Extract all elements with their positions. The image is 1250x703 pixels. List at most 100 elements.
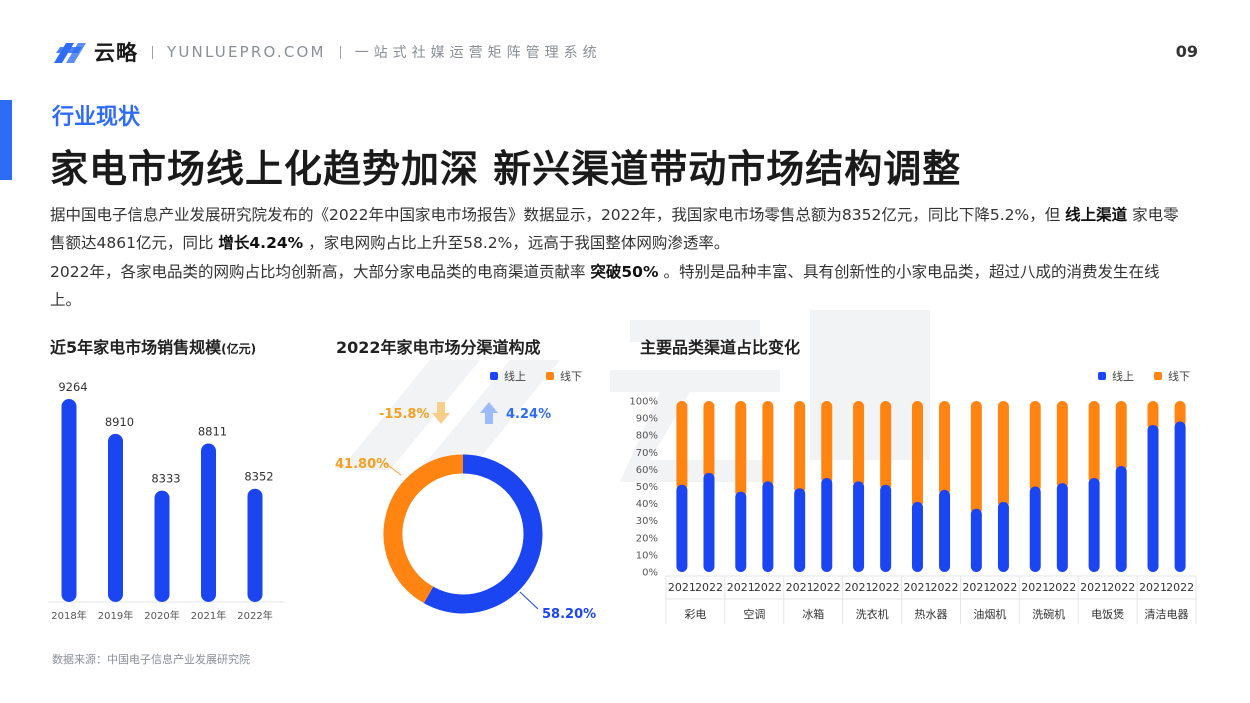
chart1-title: 近5年家电市场销售规模(亿元) [50, 334, 256, 358]
para1-bold-1: 线上渠道 [1065, 206, 1128, 224]
chart3-bar-online [970, 508, 982, 572]
chart1-unit: (亿元) [221, 342, 257, 356]
chart3-bar-online [997, 501, 1009, 572]
chart3-bar-offline [1088, 401, 1100, 484]
legend-swatch-online [490, 372, 498, 380]
chart3-category-label: 油烟机 [973, 607, 1006, 621]
chart3-bar-online [735, 491, 747, 572]
chart3-year-label: 2022 [695, 581, 723, 594]
chart1-bar [61, 399, 77, 602]
chart2-legend: 线上 线下 [470, 368, 582, 384]
chart3-bar-online [911, 501, 923, 572]
intro-paragraph-1: 据中国电子信息产业发展研究院发布的《2022年中国家电市场报告》数据显示，202… [50, 201, 1190, 257]
chart3-year-label: 2022 [872, 581, 900, 594]
legend-offline-label: 线下 [1168, 370, 1190, 383]
chart3-year-label: 2022 [813, 581, 841, 594]
chart3-category-channel-share: 100%90%80%70%60%50%40%30%20%10%0%2021 202… [629, 397, 1197, 624]
chart1-category-label: 2020年 [144, 609, 179, 622]
donut-slice-online [423, 454, 543, 614]
chart3-bar-online [1056, 483, 1068, 572]
chart3-bar-online [1147, 424, 1159, 572]
chart3-year-label: 2021 [1080, 581, 1108, 594]
chart2-channel-donut: 58.20% 41.80% -15.8% 4.24% [335, 402, 596, 622]
chart3-category-label: 空调 [743, 607, 765, 621]
para2-text-2: 。特别是品种丰富、具有创新性的小家电品类，超过八成的消费发生在线上。 [50, 263, 1160, 309]
chart3-category-label: 洗衣机 [856, 607, 889, 621]
chart3-bar-online [676, 484, 688, 572]
chart3-bar-offline [997, 401, 1009, 508]
chart3-bar-offline [939, 401, 951, 496]
chart3-bar-offline [880, 401, 892, 491]
chart3-y-tick: 20% [636, 533, 658, 544]
chart3-y-tick: 80% [636, 431, 658, 442]
chart3-year-label: 2021 [727, 581, 755, 594]
chart3-category-label: 清洁电器 [1145, 608, 1189, 621]
chart3-year-label: 2021 [1021, 581, 1049, 594]
chart3-bar-offline [970, 401, 982, 515]
annotation-offline-change: -15.8% [379, 407, 430, 422]
chart3-category-label: 洗碗机 [1032, 607, 1065, 621]
para1-bold-2: 增长4.24% [218, 234, 304, 252]
chart3-bar-offline [735, 401, 747, 498]
chart3-y-tick: 50% [636, 482, 658, 493]
chart1-category-label: 2019年 [98, 609, 133, 622]
chart3-bar-online [1115, 465, 1127, 572]
chart3-bar-offline [676, 401, 688, 491]
para1-text-1: 据中国电子信息产业发展研究院发布的《2022年中国家电市场报告》数据显示，202… [50, 206, 1061, 224]
chart3-bar-offline [1029, 401, 1041, 493]
chart1-value-label: 8910 [105, 415, 134, 429]
chart3-year-label: 2021 [962, 581, 990, 594]
arrow-up-icon [480, 402, 498, 424]
chart3-bar-online [703, 472, 715, 572]
chart3-year-label: 2021 [903, 581, 931, 594]
chart3-bar-online [794, 488, 806, 572]
para2-bold-1: 突破50% [590, 263, 659, 281]
chart1-value-label: 8352 [244, 470, 273, 484]
chart1-bar [201, 443, 216, 602]
chart3-bar-online [880, 484, 892, 572]
brand-slogan: 一站式社媒运营矩阵管理系统 [354, 45, 602, 61]
chart3-y-tick: 10% [636, 550, 658, 561]
chart3-year-label: 2022 [1107, 581, 1135, 594]
chart3-category-label: 热水器 [915, 608, 948, 621]
chart3-bar-offline [794, 401, 806, 495]
chart3-year-label: 2022 [1166, 581, 1194, 594]
donut-leader-online [519, 591, 539, 610]
chart1-category-label: 2022年 [237, 609, 272, 622]
annotation-online-change: 4.24% [506, 407, 551, 422]
page-number: 09 [1175, 42, 1198, 61]
chart3-bar-online [1174, 421, 1186, 572]
section-label: 行业现状 [52, 105, 141, 130]
legend-offline: 线下 [546, 368, 582, 384]
legend-online: 线上 [490, 368, 526, 384]
chart3-title: 主要品类渠道占比变化 [640, 338, 801, 357]
legend-offline-label: 线下 [560, 370, 582, 383]
legend-online-label: 线上 [1112, 370, 1134, 383]
legend-swatch-offline [1154, 372, 1162, 380]
chart3-year-label: 2021 [1139, 581, 1167, 594]
chart3-category-label: 彩电 [684, 608, 706, 621]
para1-text-3: ，家电网购占比上升至58.2%，远高于我国整体网购渗透率。 [308, 234, 730, 252]
chart3-y-tick: 40% [636, 499, 658, 510]
chart3-y-tick: 90% [636, 414, 658, 425]
chart3-y-tick: 70% [636, 448, 658, 459]
chart3-year-label: 2021 [786, 581, 814, 594]
legend-offline: 线下 [1154, 368, 1190, 384]
chart3-bar-online [939, 489, 951, 572]
header-divider [152, 45, 153, 59]
top-header: 云略 YUNLUEPRO.COM 一站式社媒运营矩阵管理系统 [52, 38, 602, 66]
chart3-bar-online [1088, 477, 1100, 572]
chart3-year-label: 2021 [668, 581, 696, 594]
chart3-year-label: 2021 [845, 581, 873, 594]
legend-swatch-online [1098, 372, 1106, 380]
chart3-category-label: 冰箱 [802, 607, 824, 621]
data-source: 数据来源：中国电子信息产业发展研究院 [52, 653, 250, 666]
chart1-title-text: 近5年家电市场销售规模 [50, 338, 222, 357]
chart3-year-label: 2022 [931, 581, 959, 594]
donut-label-online: 58.20% [542, 607, 596, 622]
chart3-bar-offline [762, 401, 774, 488]
header-divider [339, 45, 341, 59]
chart1-bar [154, 490, 170, 602]
chart1-category-label: 2021年 [191, 609, 226, 622]
chart3-bar-offline [1115, 401, 1127, 472]
